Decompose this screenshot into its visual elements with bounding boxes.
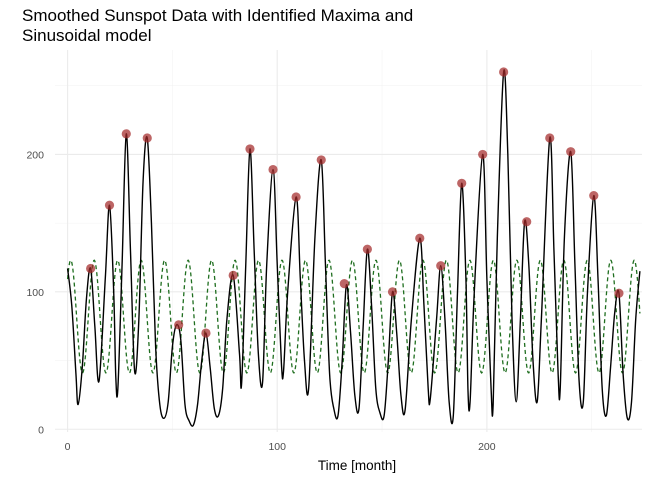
y-tick-label-0: 0 <box>38 424 44 436</box>
maximum-point-17 <box>478 149 488 160</box>
y-tick-label-1: 100 <box>26 287 44 299</box>
maximum-point-11 <box>339 278 349 289</box>
smoothed-sunspot-line <box>66 69 641 427</box>
chart-title-line-2: Sinusoidal model <box>22 26 151 45</box>
maximum-point-7 <box>245 144 255 154</box>
maximum-point-4 <box>174 320 184 330</box>
maximum-point-23 <box>614 288 624 298</box>
maximum-point-18 <box>499 67 509 77</box>
maximum-point-22 <box>589 191 599 201</box>
x-axis-title: Time [month] <box>318 458 396 473</box>
maximum-point-15 <box>436 261 446 271</box>
maximum-point-6 <box>228 270 238 280</box>
chart-title-line-1: Smoothed Sunspot Data with Identified Ma… <box>22 6 413 25</box>
sinusoidal-model-series <box>66 259 641 374</box>
maximum-point-0 <box>86 263 96 274</box>
x-axis-ticks: 0 100 200 <box>65 441 496 453</box>
maximum-point-1 <box>104 200 115 210</box>
y-tick-label-2: 200 <box>26 149 44 161</box>
maximum-point-12 <box>362 244 372 254</box>
smoothed-sunspot-series <box>66 69 641 427</box>
maximum-point-16 <box>457 178 467 188</box>
y-axis-ticks: 0 100 200 <box>26 149 44 436</box>
maximum-point-19 <box>522 217 532 227</box>
maximum-point-14 <box>415 233 425 243</box>
maximum-point-20 <box>545 133 555 143</box>
maximum-point-21 <box>566 147 576 157</box>
x-tick-label-0: 0 <box>65 441 71 453</box>
maxima-points <box>86 67 624 338</box>
grid <box>55 50 642 432</box>
maximum-point-2 <box>121 129 131 139</box>
sinusoidal-model-line <box>66 259 641 374</box>
maximum-point-5 <box>201 328 211 338</box>
maximum-point-10 <box>316 155 326 165</box>
x-tick-label-2: 200 <box>478 441 496 453</box>
maximum-point-13 <box>387 287 398 297</box>
maximum-point-9 <box>291 192 301 202</box>
maximum-point-3 <box>142 133 152 143</box>
x-tick-label-1: 100 <box>268 441 286 453</box>
maximum-point-8 <box>268 164 278 175</box>
